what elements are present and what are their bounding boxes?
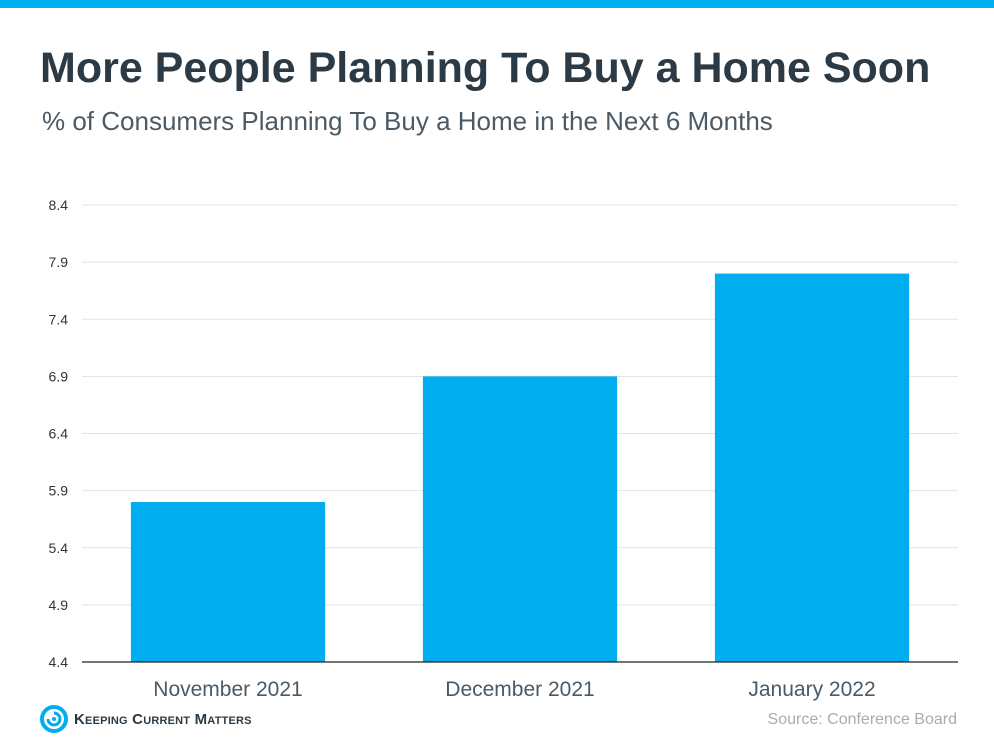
y-tick-label: 6.9 bbox=[49, 368, 69, 384]
bar-2 bbox=[422, 376, 618, 662]
y-tick-label: 5.9 bbox=[49, 483, 69, 499]
y-tick-label: 7.9 bbox=[49, 254, 69, 270]
x-category-label: December 2021 bbox=[445, 678, 594, 701]
chart-title: More People Planning To Buy a Home Soon bbox=[40, 44, 931, 92]
bar-3 bbox=[714, 273, 910, 662]
y-tick-label: 4.9 bbox=[49, 597, 69, 613]
y-tick-label: 4.4 bbox=[49, 654, 69, 670]
y-tick-label: 5.4 bbox=[49, 540, 69, 556]
source-note: Source: Conference Board bbox=[767, 711, 957, 728]
y-tick-label: 6.4 bbox=[49, 426, 69, 442]
brand-logo: Keeping Current Matters bbox=[40, 705, 252, 733]
x-category-label: November 2021 bbox=[153, 678, 302, 701]
brand-name: Keeping Current Matters bbox=[74, 710, 252, 728]
top-accent-bar bbox=[0, 0, 994, 8]
bar-1 bbox=[130, 502, 326, 662]
x-category-label: January 2022 bbox=[748, 678, 875, 701]
chart-subtitle: % of Consumers Planning To Buy a Home in… bbox=[42, 106, 773, 136]
y-tick-label: 8.4 bbox=[49, 197, 69, 213]
kcm-swirl-logo-icon bbox=[40, 705, 68, 733]
y-tick-label: 7.4 bbox=[49, 311, 69, 327]
